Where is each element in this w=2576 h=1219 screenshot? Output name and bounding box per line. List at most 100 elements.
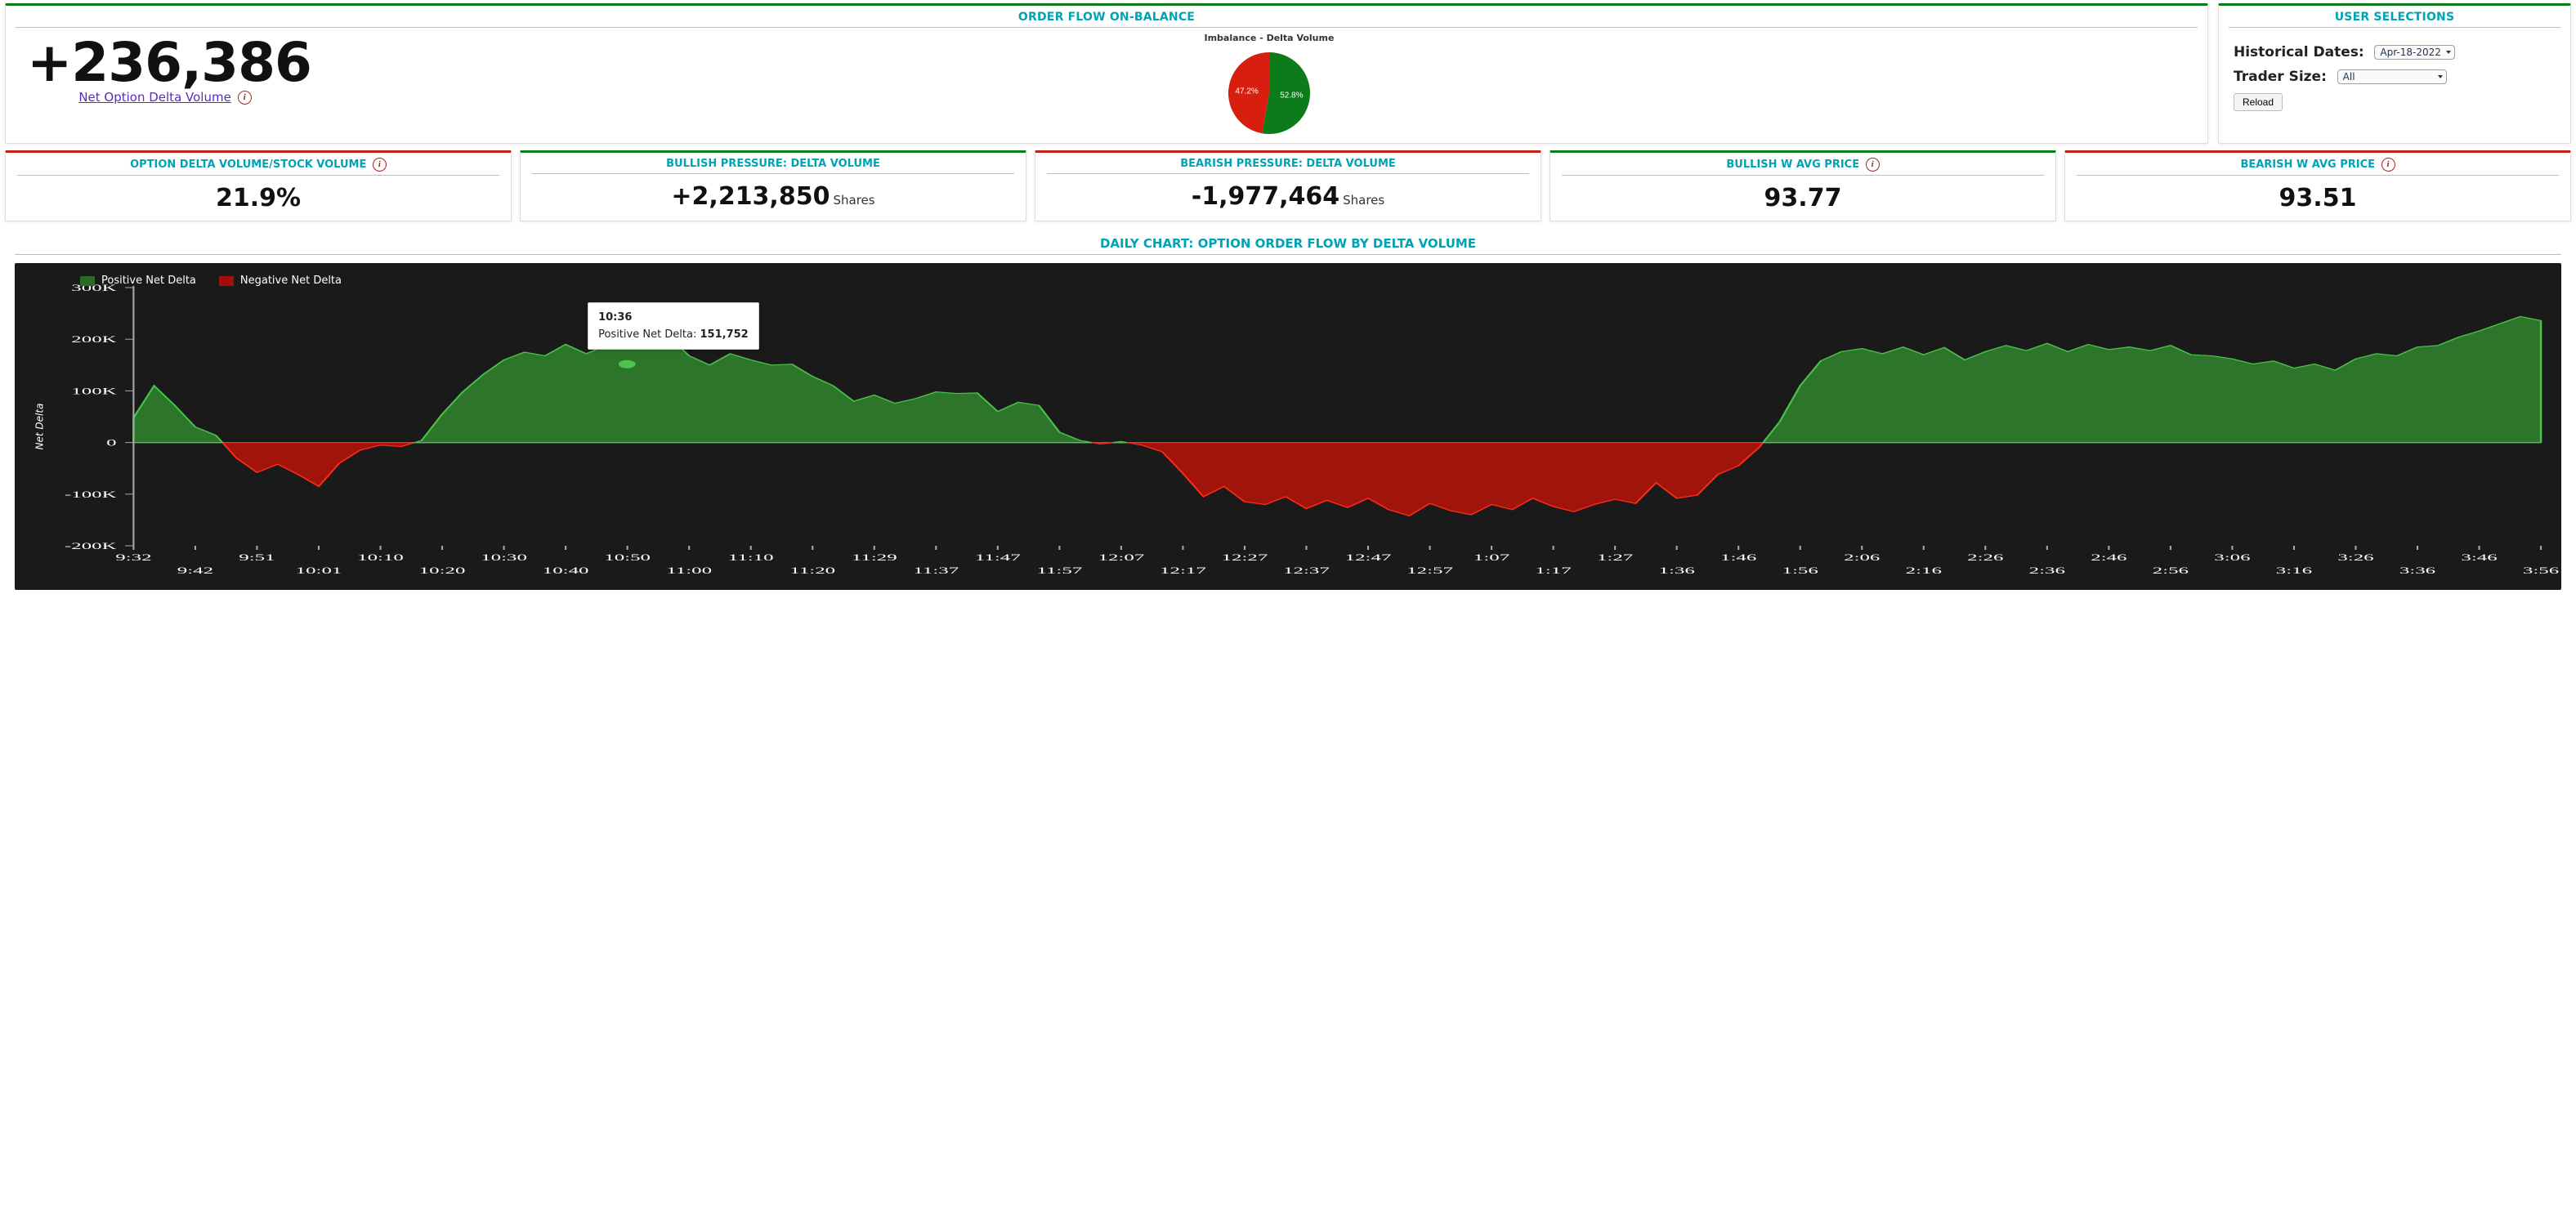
divider [15,254,2561,255]
trader-size-select[interactable]: All [2337,69,2447,84]
x-tick-label: 9:32 [115,552,151,563]
legend-positive-label: Positive Net Delta [101,275,196,287]
metric-title-text: BULLISH PRESSURE: DELTA VOLUME [666,158,880,170]
x-tick-label: 2:46 [2091,552,2127,563]
x-tick-label: 10:01 [296,565,342,576]
metric-unit: Shares [833,193,874,208]
metric-title: BEARISH W AVG PRICE i [2065,153,2570,173]
imbalance-pie-wrap: Imbalance - Delta Volume 52.8% 47.2% [344,33,2194,138]
x-tick-label: 1:56 [1782,565,1819,576]
x-tick-label: 2:36 [2029,565,2066,576]
x-tick-label: 9:51 [239,552,275,563]
divider [2077,175,2559,176]
divider [2229,27,2560,28]
info-icon[interactable]: i [373,158,387,172]
metric-value: 21.9% [216,184,301,212]
legend-negative[interactable]: Negative Net Delta [219,275,342,287]
user-selections-title: USER SELECTIONS [2219,6,2570,25]
info-icon[interactable]: i [1866,158,1880,172]
historical-dates-label: Historical Dates: [2234,44,2364,60]
x-tick-label: 12:37 [1283,565,1330,576]
x-tick-label: 12:57 [1407,565,1453,576]
metric-value-line: 21.9% [6,184,511,212]
y-tick-label: -200K [65,541,117,551]
x-tick-label: 12:27 [1222,552,1268,563]
divider [532,173,1014,174]
area-positive [1763,316,2541,442]
metric-title: OPTION DELTA VOLUME/STOCK VOLUME i [6,153,511,173]
divider [1562,175,2044,176]
x-tick-label: 10:20 [419,565,466,576]
y-tick-label: 100K [71,386,116,397]
pie-caption: Imbalance - Delta Volume [1204,33,1334,43]
area-positive [1113,441,1127,442]
metric-value-line: 93.51 [2065,184,2570,212]
x-tick-label: 11:29 [852,552,897,563]
x-tick-label: 11:57 [1036,565,1082,576]
x-tick-label: 1:36 [1659,565,1696,576]
x-tick-label: 1:07 [1474,552,1510,563]
divider [1047,173,1529,174]
tooltip-value: 151,752 [700,328,749,341]
x-tick-label: 3:56 [2523,565,2560,576]
trader-size-label: Trader Size: [2234,69,2327,85]
metric-value-line: 93.77 [1550,184,2055,212]
tooltip-series-line: Positive Net Delta: 151,752 [598,328,749,341]
x-tick-label: 12:07 [1098,552,1145,563]
metric-title-text: BEARISH PRESSURE: DELTA VOLUME [1180,158,1396,170]
area-positive [414,334,1091,443]
metric-card: BEARISH W AVG PRICE i 93.51 [2064,150,2571,221]
info-icon[interactable]: i [2381,158,2395,172]
area-negative [222,443,414,487]
daily-chart-title: DAILY CHART: OPTION ORDER FLOW BY DELTA … [5,233,2571,252]
chart-legend: Positive Net Delta Negative Net Delta [80,275,342,287]
info-icon[interactable]: i [238,91,252,105]
x-tick-label: 9:42 [177,565,213,576]
y-tick-label: -100K [65,489,117,500]
legend-swatch-positive [80,276,95,286]
x-tick-label: 3:46 [2461,552,2498,563]
x-tick-label: 1:27 [1597,552,1634,563]
metric-title-text: BEARISH W AVG PRICE [2240,159,2375,171]
x-tick-label: 3:26 [2337,552,2374,563]
reload-button[interactable]: Reload [2234,93,2283,111]
metric-title-text: OPTION DELTA VOLUME/STOCK VOLUME [130,159,366,171]
historical-dates-select[interactable]: Apr-18-2022 [2374,45,2454,60]
legend-positive[interactable]: Positive Net Delta [80,275,196,287]
x-tick-label: 1:17 [1535,565,1572,576]
y-tick-label: 0 [106,438,117,449]
y-tick-label: 200K [71,334,116,345]
area-negative [1127,443,1763,516]
x-tick-label: 10:40 [543,565,589,576]
x-tick-label: 12:47 [1345,552,1392,563]
orderflow-value: +236,386 [19,33,311,90]
x-tick-label: 10:30 [481,552,527,563]
x-tick-label: 1:46 [1720,552,1757,563]
pie-slice-label: 47.2% [1235,87,1258,96]
legend-swatch-negative [219,276,234,286]
metric-card: BEARISH PRESSURE: DELTA VOLUME -1,977,464… [1035,150,1541,221]
x-tick-label: 2:56 [2153,565,2189,576]
metric-card: BULLISH PRESSURE: DELTA VOLUME+2,213,850… [520,150,1026,221]
user-selections-panel: USER SELECTIONS Historical Dates: Apr-18… [2218,3,2571,144]
x-tick-label: 3:36 [2399,565,2436,576]
daily-chart-canvas: -200K-100K0100K200K300K9:329:5110:1010:3… [15,263,2561,590]
divider [17,175,499,176]
y-axis-label: Net Delta [34,404,45,450]
tooltip-series-label: Positive Net Delta: [598,328,696,341]
metric-value: -1,977,464 [1192,182,1339,211]
x-tick-label: 11:00 [666,565,712,576]
net-option-delta-link[interactable]: Net Option Delta Volume [78,90,231,105]
x-tick-label: 10:50 [604,552,651,563]
tooltip-marker [619,360,636,368]
x-tick-label: 11:10 [728,552,774,563]
area-positive [133,386,222,443]
metric-value: 93.77 [1764,184,1842,212]
pie-slice-label: 52.8% [1280,91,1303,100]
x-tick-label: 2:16 [1906,565,1943,576]
area-negative [1092,443,1113,444]
metrics-row: OPTION DELTA VOLUME/STOCK VOLUME i 21.9% B… [5,150,2571,221]
orderflow-title: ORDER FLOW ON-BALANCE [6,6,2207,25]
metric-title: BULLISH PRESSURE: DELTA VOLUME [521,153,1026,172]
metric-title-text: BULLISH W AVG PRICE [1726,159,1859,171]
